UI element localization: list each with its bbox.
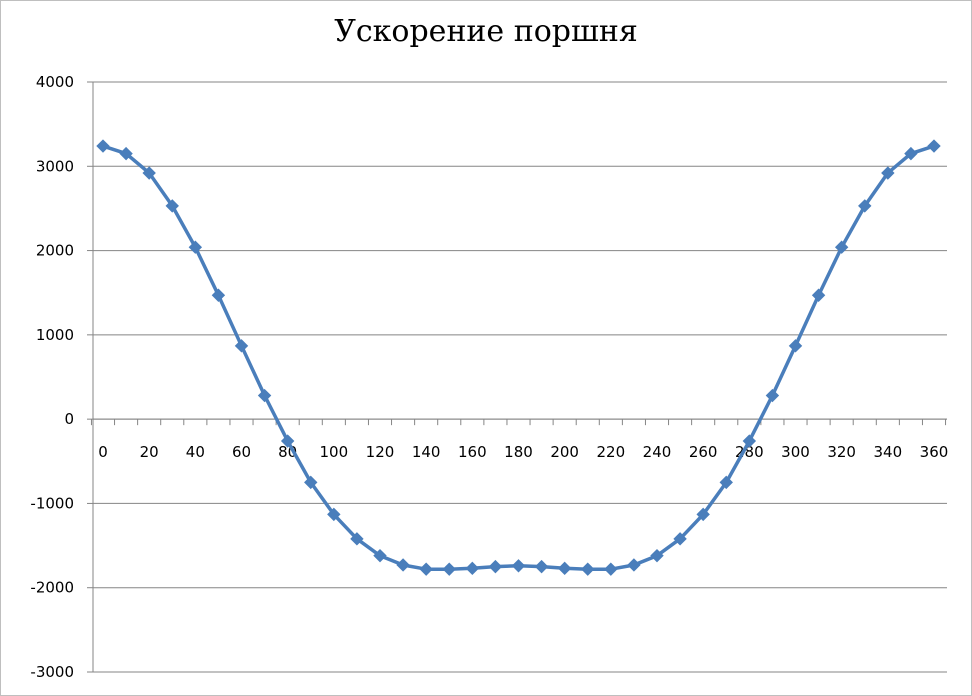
data-point: [373, 548, 387, 563]
x-tick-label: 140: [412, 443, 441, 461]
data-point: [927, 139, 941, 153]
data-point: [257, 388, 272, 403]
data-point: [165, 199, 179, 213]
data-point: [834, 240, 849, 254]
chart-title: Ускорение поршня: [334, 14, 638, 49]
data-point: [904, 146, 918, 161]
x-tick-label: 20: [140, 443, 159, 461]
data-point: [858, 199, 872, 213]
data-point: [419, 562, 433, 576]
data-point: [234, 339, 249, 353]
data-point: [396, 558, 410, 572]
data-point: [304, 475, 318, 490]
data-point: [280, 434, 295, 448]
data-point: [511, 559, 526, 573]
data-point: [650, 548, 664, 563]
data-point: [673, 532, 687, 546]
data-point: [119, 146, 133, 161]
data-point: [581, 562, 595, 576]
x-tick-label: 160: [458, 443, 487, 461]
data-point: [96, 139, 110, 153]
y-tick-label: 1000: [36, 326, 74, 344]
y-tick-label: 4000: [36, 73, 74, 91]
data-point: [557, 561, 572, 576]
y-tick-label: -1000: [30, 494, 74, 512]
x-tick-label: 300: [781, 443, 810, 461]
y-tick-label: -2000: [30, 579, 74, 597]
x-tick-label: 60: [232, 443, 251, 461]
data-point: [788, 339, 803, 353]
data-point: [811, 288, 826, 302]
data-point: [211, 288, 226, 302]
data-point: [327, 507, 341, 522]
data-point: [142, 166, 156, 180]
y-tick-label: -3000: [30, 663, 74, 681]
x-tick-label: 220: [597, 443, 626, 461]
series-line: [101, 144, 936, 571]
x-tick-label: 320: [827, 443, 856, 461]
data-point: [696, 507, 710, 522]
x-tick-label: 100: [320, 443, 349, 461]
y-tick-label: 3000: [36, 157, 74, 175]
data-point: [627, 558, 641, 572]
x-tick-label: 40: [186, 443, 205, 461]
data-point: [719, 475, 733, 490]
x-tick-label: 240: [643, 443, 672, 461]
data-point: [350, 532, 364, 546]
y-tick-label: 2000: [36, 242, 74, 260]
data-point: [465, 561, 480, 576]
x-tick-label: 260: [689, 443, 718, 461]
data-point: [604, 562, 618, 576]
data-point: [765, 388, 780, 403]
x-tick-label: 0: [98, 443, 108, 461]
data-point: [881, 166, 895, 180]
x-tick-label: 360: [920, 443, 949, 461]
data-point: [742, 434, 757, 448]
data-point: [488, 559, 503, 574]
y-tick-label: 0: [64, 410, 74, 428]
x-tick-label: 120: [366, 443, 395, 461]
x-tick-label: 340: [874, 443, 903, 461]
data-point: [442, 562, 456, 576]
x-tick-label: 180: [504, 443, 533, 461]
data-point: [534, 559, 549, 574]
x-tick-label: 200: [550, 443, 579, 461]
data-point: [188, 240, 203, 254]
